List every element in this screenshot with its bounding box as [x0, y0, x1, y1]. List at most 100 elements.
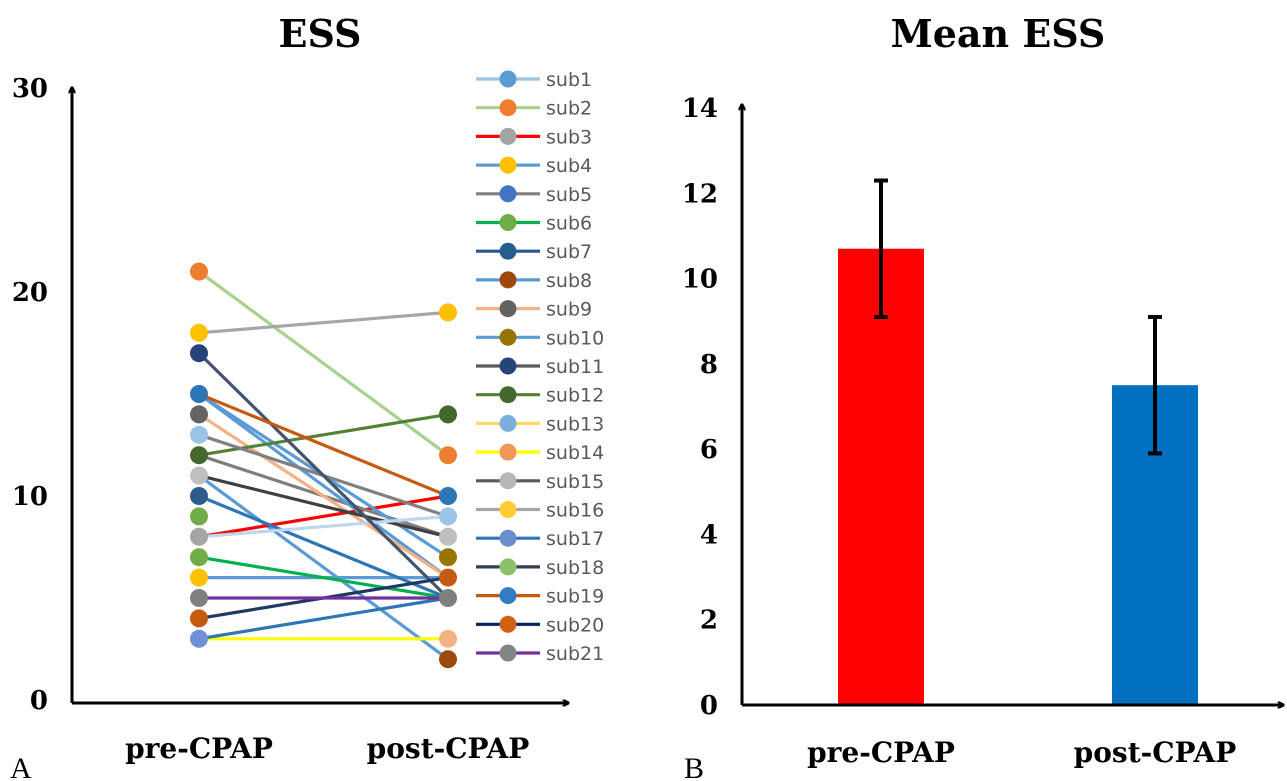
data-point [190, 405, 208, 424]
legend-item-sub9: sub9 [476, 299, 592, 321]
legend-label: sub6 [546, 213, 592, 235]
data-point [190, 487, 208, 505]
x-tick-label-pre-a: pre-CPAP [125, 732, 273, 765]
legend-marker [499, 529, 517, 547]
series-line-sub9 [197, 412, 450, 580]
y-tick-label: 4 [700, 520, 718, 550]
data-point [190, 548, 208, 567]
legend-item-sub16: sub16 [476, 500, 604, 522]
series-line-sub7 [197, 494, 450, 600]
legend-label: sub15 [546, 471, 604, 493]
series-line-sub16 [197, 310, 450, 335]
y-tick-label: 0 [30, 686, 48, 716]
data-point [190, 262, 208, 281]
legend-item-sub14: sub14 [476, 442, 604, 464]
legend-marker [499, 615, 517, 633]
legend-marker [499, 357, 517, 375]
series-line-sub18 [197, 351, 450, 600]
data-point [190, 425, 208, 444]
legend-marker [499, 99, 517, 117]
panel-label-a: A [10, 752, 32, 781]
error-bar-pre-CPAP [874, 178, 888, 319]
legend-item-sub1: sub1 [476, 69, 592, 91]
y-tick-label: 10 [682, 265, 718, 295]
data-point [190, 589, 208, 607]
y-tick-label: 14 [682, 94, 718, 124]
series-line-sub8 [197, 392, 450, 580]
data-point [439, 446, 457, 465]
legend-item-sub5: sub5 [476, 184, 592, 206]
legend-label: sub4 [546, 155, 592, 177]
series-line-sub13 [197, 514, 450, 539]
x-tick-label-post-b: post-CPAP [1074, 736, 1237, 769]
data-point [439, 487, 457, 505]
data-point [439, 548, 457, 567]
legend-item-sub15: sub15 [476, 471, 604, 493]
legend-label: sub12 [546, 385, 604, 407]
series-line-sub1 [197, 474, 450, 661]
legend-marker [499, 414, 517, 432]
data-point [190, 507, 208, 526]
data-point [190, 527, 208, 546]
series-line-sub11 [197, 474, 450, 539]
legend-label: sub8 [546, 270, 592, 292]
legend-marker [499, 127, 517, 145]
series-line-sub6 [197, 555, 450, 600]
data-point [190, 568, 208, 587]
legend-marker [499, 443, 517, 461]
bars [838, 248, 1198, 705]
legend-item-sub13: sub13 [476, 413, 604, 435]
legend-marker [499, 214, 517, 231]
series-markers [190, 262, 457, 669]
legend: sub1 sub2 sub3 sub4 sub5 sub6 sub7 sub8 sub9 sub1… [476, 69, 604, 665]
legend-label: sub21 [546, 643, 604, 665]
data-point [439, 303, 457, 322]
legend-marker [499, 156, 517, 174]
data-point [190, 629, 208, 648]
legend-item-sub18: sub18 [476, 557, 604, 579]
bar-pre-CPAP [838, 248, 924, 705]
y-tick-label: 6 [700, 435, 718, 465]
legend-marker [499, 472, 517, 490]
data-point [190, 466, 208, 485]
legend-label: sub2 [546, 98, 592, 120]
panel-label-b: B [684, 752, 704, 781]
legend-marker [499, 185, 517, 203]
legend-item-sub11: sub11 [476, 356, 604, 378]
legend-label: sub11 [546, 356, 604, 378]
legend-item-sub17: sub17 [476, 528, 604, 550]
y-tick-label: 10 [12, 482, 48, 512]
legend-label: sub17 [546, 528, 604, 550]
legend-item-sub12: sub12 [476, 385, 604, 407]
series-lines [197, 270, 450, 661]
legend-item-sub20: sub20 [476, 614, 604, 636]
data-point [190, 385, 208, 403]
legend-marker [499, 587, 517, 605]
legend-label: sub10 [546, 327, 604, 349]
data-point [190, 446, 208, 465]
y-tick-label: 8 [700, 350, 718, 380]
legend-item-sub4: sub4 [476, 155, 592, 177]
legend-label: sub3 [546, 126, 592, 148]
legend-item-sub21: sub21 [476, 643, 604, 665]
legend-label: sub19 [546, 586, 604, 608]
legend-item-sub7: sub7 [476, 241, 592, 263]
data-point [190, 323, 208, 342]
y-tick-label: 20 [12, 278, 48, 308]
data-point [439, 527, 457, 546]
legend-marker [499, 386, 517, 404]
y-tick-label: 2 [700, 606, 718, 636]
legend-marker [499, 300, 517, 318]
data-point [439, 589, 457, 607]
x-tick-label-pre-b: pre-CPAP [807, 736, 955, 769]
legend-item-sub8: sub8 [476, 270, 592, 292]
series-line-sub2 [197, 270, 450, 457]
chart-a-title: ESS [278, 11, 361, 56]
data-point [439, 629, 457, 648]
error-bar-post-CPAP [1148, 314, 1162, 456]
legend-label: sub18 [546, 557, 604, 579]
legend-marker [499, 242, 517, 260]
legend-label: sub7 [546, 241, 592, 263]
legend-label: sub1 [546, 69, 592, 91]
